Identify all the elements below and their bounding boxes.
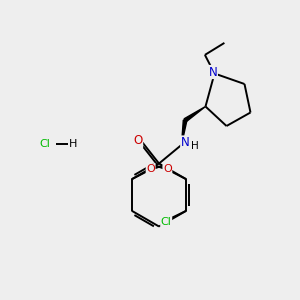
Text: H: H xyxy=(191,141,199,152)
Text: O: O xyxy=(134,134,142,148)
Text: Cl: Cl xyxy=(40,139,50,149)
Polygon shape xyxy=(184,106,206,122)
Polygon shape xyxy=(182,120,187,145)
Text: N: N xyxy=(181,136,190,149)
Text: N: N xyxy=(208,65,217,79)
Text: Cl: Cl xyxy=(161,217,172,226)
Text: O: O xyxy=(146,164,155,174)
Text: O: O xyxy=(163,164,172,174)
Text: H: H xyxy=(69,139,78,149)
